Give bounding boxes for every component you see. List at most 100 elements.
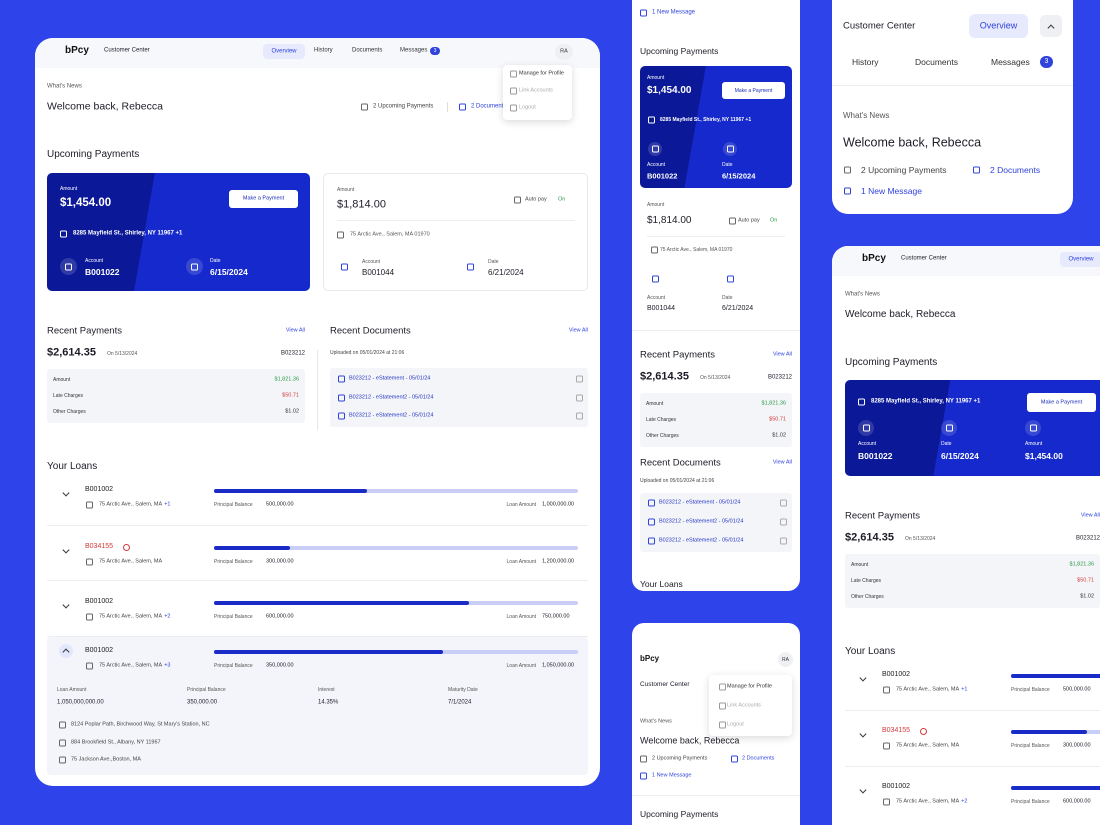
document-link[interactable]: B023212 - eStatement - 05/01/24 — [349, 375, 431, 382]
documents-link[interactable]: 2 Documents — [742, 755, 775, 762]
menu-item[interactable]: Manage for Profile — [727, 683, 772, 690]
menu-item[interactable]: Logout — [727, 721, 744, 728]
documents-box: B023212 - eStatement - 05/01/24 B023212 -… — [330, 368, 588, 427]
nav-active-pill[interactable]: Overview — [1060, 252, 1100, 267]
section-title: Recent Payments — [845, 510, 920, 522]
menu-item[interactable]: Link Accounts — [727, 702, 761, 709]
icon — [729, 217, 736, 225]
payment-card: Amount $1,454.00 Make a Payment 8285 Mayfie… — [640, 66, 792, 188]
icon — [651, 246, 658, 254]
detail-label: Principal Balance — [187, 687, 226, 693]
field-label: Account — [85, 258, 104, 264]
download-icon — [780, 518, 787, 526]
field-value: B001022 — [647, 171, 678, 181]
progress-fill — [1011, 674, 1100, 678]
pay-button[interactable]: Make a Payment — [229, 190, 298, 208]
nav-item[interactable]: History — [314, 47, 333, 54]
view-all-link[interactable]: View All — [772, 459, 792, 466]
news-label: What's News — [47, 83, 82, 90]
more-addresses: +1 — [961, 686, 968, 693]
icon-circle — [858, 420, 874, 436]
collapse-button[interactable] — [1040, 15, 1062, 37]
mobile-menu-view: bPcy RA Customer Center What's News Welcome … — [632, 623, 800, 825]
autopay-status[interactable]: On — [770, 217, 778, 224]
menu-item[interactable]: Manage for Profile — [519, 70, 564, 77]
nav-item[interactable]: Documents — [352, 47, 383, 54]
charge-value: $50.71 — [769, 416, 786, 423]
loan-id: B001002 — [85, 597, 114, 605]
loan-amount-label: Loan Amount — [506, 663, 536, 669]
chevron[interactable] — [62, 489, 70, 497]
view-all-link[interactable]: View All — [568, 327, 588, 334]
section-title: Upcoming Payments — [640, 45, 719, 56]
amount: $1,814.00 — [337, 198, 386, 211]
field-value: B001022 — [85, 266, 120, 277]
loan-amount-label: Loan Amount — [506, 614, 536, 620]
document-link[interactable]: B023212 - eStatement2 - 05/01/24 — [349, 394, 434, 401]
nav-active-pill[interactable]: Overview — [263, 44, 305, 59]
chevron[interactable] — [859, 730, 867, 738]
principal-label: Principal Balance — [214, 614, 253, 620]
charge-label: Amount — [53, 377, 71, 383]
message-link[interactable]: 1 New Message — [861, 185, 922, 196]
section-title: Your Loans — [640, 578, 683, 589]
detail-address: 8124 Poplar Path, Birchwood Way, St Mary… — [71, 721, 210, 728]
document-link[interactable]: B023212 - eStatement2 - 05/01/24 — [659, 537, 744, 544]
divider — [337, 220, 575, 221]
chevron[interactable] — [859, 674, 867, 682]
documents-link[interactable]: 2 Documents — [471, 103, 507, 110]
pay-button[interactable]: Make a Payment — [722, 82, 785, 99]
divider — [317, 350, 318, 430]
badge: 3 — [1040, 56, 1053, 68]
welcome: Welcome back, Rebecca — [640, 735, 740, 746]
document-link[interactable]: B023212 - eStatement2 - 05/01/24 — [659, 518, 744, 525]
nav-item[interactable]: History — [852, 56, 879, 67]
message-link[interactable]: 1 New Message — [652, 772, 692, 779]
field-label: Account — [362, 259, 381, 265]
menu-item[interactable]: Logout — [519, 104, 536, 111]
chevron[interactable] — [859, 786, 867, 794]
charge-label: Amount — [646, 401, 664, 407]
loan-id: B034155 — [882, 726, 911, 734]
document-link[interactable]: B023212 - eStatement - 05/01/24 — [659, 499, 741, 506]
document-link[interactable]: B023212 - eStatement2 - 05/01/24 — [349, 412, 434, 419]
detail-address: 884 Brookfield St., Albany, NY 11967 — [71, 739, 161, 746]
logo: bPcy — [640, 654, 660, 664]
section-title: Upcoming Payments — [640, 808, 719, 819]
documents-link[interactable]: 2 Documents — [990, 164, 1041, 175]
divider — [832, 85, 1073, 86]
chevron[interactable] — [62, 546, 70, 554]
icon-circle — [723, 142, 737, 156]
expand-button[interactable] — [59, 644, 73, 658]
autopay-status[interactable]: On — [558, 196, 566, 203]
principal-label: Principal Balance — [1011, 687, 1050, 693]
logo: bPcy — [65, 45, 89, 56]
avatar[interactable]: RA — [778, 652, 793, 667]
message-link[interactable]: 1 New Message — [652, 9, 696, 16]
nav-active-pill[interactable]: Overview — [969, 14, 1028, 38]
brand-name: Customer Center — [640, 681, 690, 689]
nav-item[interactable]: Messages — [991, 56, 1030, 67]
pay-button[interactable]: Make a Payment — [1027, 393, 1096, 412]
chevron[interactable] — [62, 601, 70, 609]
principal-value: 300,000.00 — [1063, 742, 1091, 749]
welcome: Welcome back, Rebecca — [845, 309, 956, 320]
charge-value: $1.02 — [772, 432, 786, 439]
loan-id: B001002 — [882, 782, 911, 790]
view-all-link[interactable]: View All — [772, 351, 792, 358]
field-value: B001044 — [647, 304, 676, 312]
view-all-link[interactable]: View All — [1080, 512, 1100, 519]
principal-value: 300,000.00 — [266, 558, 294, 565]
divider — [647, 236, 785, 237]
detail-value: 1,050,000,000.00 — [57, 699, 104, 706]
nav-item: Overview — [1068, 255, 1094, 262]
view-all-link[interactable]: View All — [285, 327, 305, 334]
upload-date: Uploaded on 05/01/2024 at 21:06 — [330, 350, 405, 356]
download-icon — [576, 412, 583, 420]
nav-item[interactable]: Messages — [400, 47, 428, 54]
icon — [640, 9, 647, 17]
avatar[interactable]: RA — [555, 44, 573, 60]
nav-item[interactable]: Documents — [915, 56, 958, 67]
menu-item[interactable]: Link Accounts — [519, 87, 553, 94]
